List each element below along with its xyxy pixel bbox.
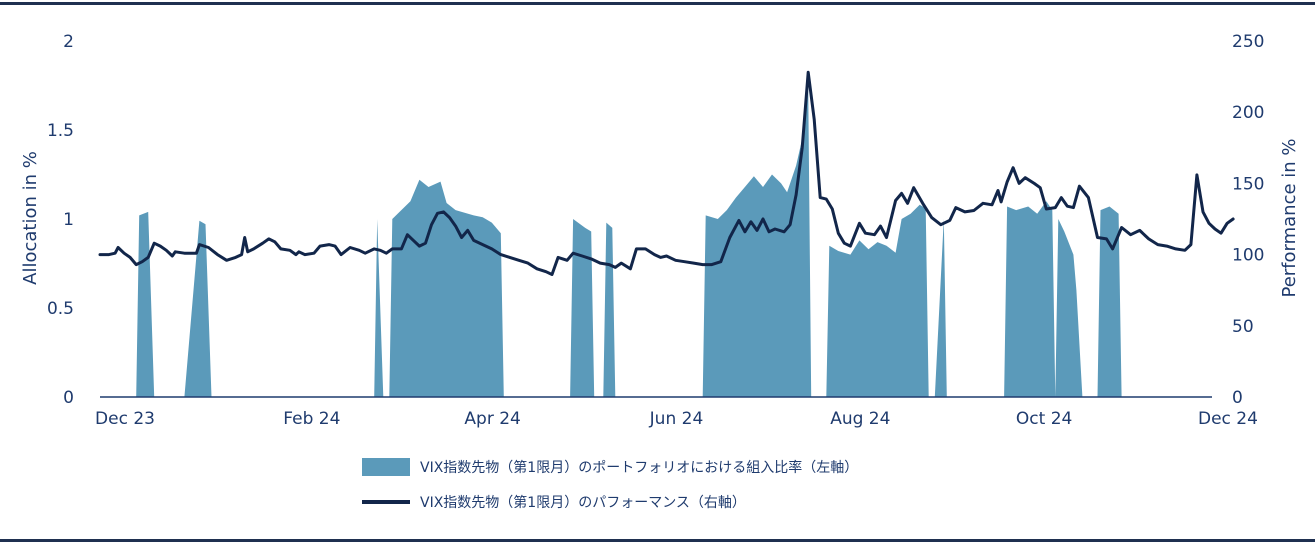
legend-line-label: VIX指数先物（第1限月）のパフォーマンス（右軸） bbox=[420, 495, 746, 511]
legend-area-entry: VIX指数先物（第1限月）のポートフォリオにおける組入比率（左軸） bbox=[362, 457, 858, 477]
right-tick-label: 100 bbox=[1232, 246, 1264, 266]
x-tick-label: Aug 24 bbox=[830, 409, 890, 429]
legend-line-entry: VIX指数先物（第1限月）のパフォーマンス（右軸） bbox=[362, 492, 746, 512]
left-axis-title: Allocation in % bbox=[20, 151, 41, 285]
right-tick-label: 0 bbox=[1232, 388, 1243, 408]
right-axis-title: Performance in % bbox=[1279, 138, 1300, 297]
legend-area-label: VIX指数先物（第1限月）のポートフォリオにおける組入比率（左軸） bbox=[420, 460, 859, 476]
performance-line bbox=[98, 70, 1235, 276]
left-tick-label: 2 bbox=[63, 32, 74, 52]
right-tick-label: 50 bbox=[1232, 317, 1254, 337]
x-tick-label: Oct 24 bbox=[1016, 409, 1072, 429]
right-tick-label: 150 bbox=[1232, 174, 1264, 194]
performance-line-layer bbox=[98, 70, 1235, 276]
right-tick-label: 200 bbox=[1232, 103, 1264, 123]
left-tick-label: 0 bbox=[63, 388, 74, 408]
right-axis-ticks: 0 50 100 150 200 250 bbox=[1232, 32, 1264, 408]
x-tick-label: Dec 24 bbox=[1198, 409, 1258, 429]
allocation-area bbox=[100, 85, 1212, 397]
x-tick-label: Jun 24 bbox=[649, 409, 704, 429]
allocation-area-layer bbox=[100, 85, 1212, 397]
left-axis-ticks: 0 0.5 1 1.5 2 bbox=[47, 32, 74, 408]
left-tick-label: 1.5 bbox=[47, 121, 74, 141]
right-tick-label: 250 bbox=[1232, 32, 1264, 52]
x-tick-label: Dec 23 bbox=[95, 409, 155, 429]
x-tick-label: Feb 24 bbox=[283, 409, 340, 429]
top-rule bbox=[0, 2, 1315, 5]
left-tick-label: 1 bbox=[63, 210, 74, 230]
legend-line-swatch bbox=[362, 500, 410, 504]
legend-area-swatch bbox=[362, 458, 410, 476]
left-tick-label: 0.5 bbox=[47, 299, 74, 319]
x-tick-label: Apr 24 bbox=[464, 409, 520, 429]
x-axis-ticks: Dec 23 Feb 24 Apr 24 Jun 24 Aug 24 Oct 24 Dec … bbox=[95, 409, 1258, 429]
bottom-rule bbox=[0, 539, 1315, 542]
